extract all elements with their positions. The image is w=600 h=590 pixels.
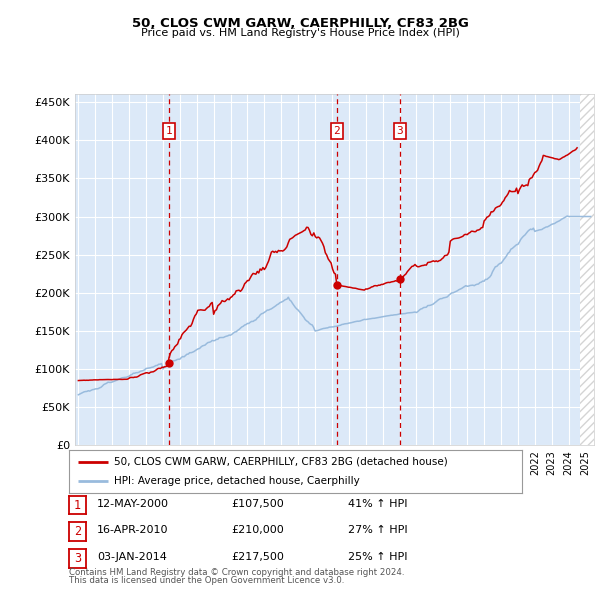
Polygon shape — [580, 94, 594, 445]
Text: 1: 1 — [166, 126, 172, 136]
Text: £210,000: £210,000 — [231, 526, 284, 535]
Text: 50, CLOS CWM GARW, CAERPHILLY, CF83 2BG: 50, CLOS CWM GARW, CAERPHILLY, CF83 2BG — [131, 17, 469, 30]
Text: 2: 2 — [334, 126, 340, 136]
Text: 12-MAY-2000: 12-MAY-2000 — [97, 499, 169, 509]
Text: Price paid vs. HM Land Registry's House Price Index (HPI): Price paid vs. HM Land Registry's House … — [140, 28, 460, 38]
Text: 3: 3 — [74, 552, 81, 565]
Text: This data is licensed under the Open Government Licence v3.0.: This data is licensed under the Open Gov… — [69, 576, 344, 585]
Text: 16-APR-2010: 16-APR-2010 — [97, 526, 169, 535]
Text: 41% ↑ HPI: 41% ↑ HPI — [348, 499, 407, 509]
Text: £107,500: £107,500 — [231, 499, 284, 509]
Text: 1: 1 — [74, 499, 81, 512]
Text: 03-JAN-2014: 03-JAN-2014 — [97, 552, 167, 562]
Text: Contains HM Land Registry data © Crown copyright and database right 2024.: Contains HM Land Registry data © Crown c… — [69, 568, 404, 577]
Text: HPI: Average price, detached house, Caerphilly: HPI: Average price, detached house, Caer… — [115, 476, 360, 486]
Text: 25% ↑ HPI: 25% ↑ HPI — [348, 552, 407, 562]
Text: 3: 3 — [397, 126, 403, 136]
Text: 2: 2 — [74, 525, 81, 538]
Text: 50, CLOS CWM GARW, CAERPHILLY, CF83 2BG (detached house): 50, CLOS CWM GARW, CAERPHILLY, CF83 2BG … — [115, 457, 448, 467]
Text: £217,500: £217,500 — [231, 552, 284, 562]
Text: 27% ↑ HPI: 27% ↑ HPI — [348, 526, 407, 535]
